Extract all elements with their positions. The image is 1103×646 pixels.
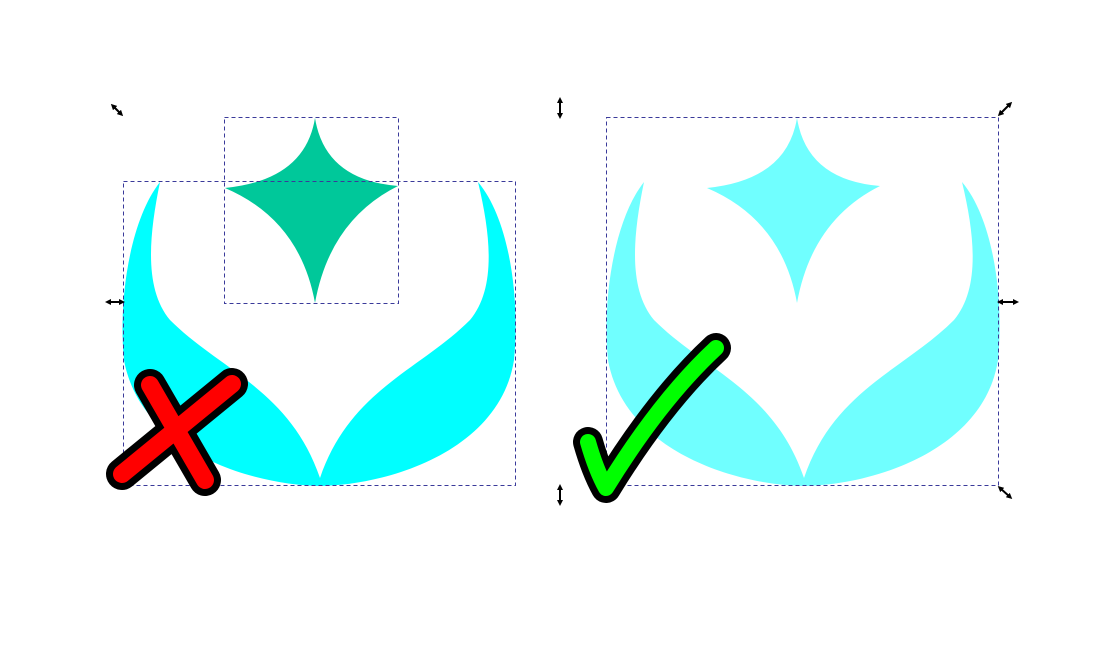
selection-box xyxy=(224,117,399,304)
cross-icon xyxy=(106,368,248,496)
handle xyxy=(110,103,124,117)
handle xyxy=(997,101,1013,117)
wrong-example xyxy=(105,103,516,496)
star-shape xyxy=(707,118,880,303)
star-shape xyxy=(225,118,398,303)
right-example xyxy=(557,97,1019,506)
selection-box xyxy=(123,181,516,486)
check-icon xyxy=(573,333,731,503)
handle xyxy=(997,485,1013,500)
